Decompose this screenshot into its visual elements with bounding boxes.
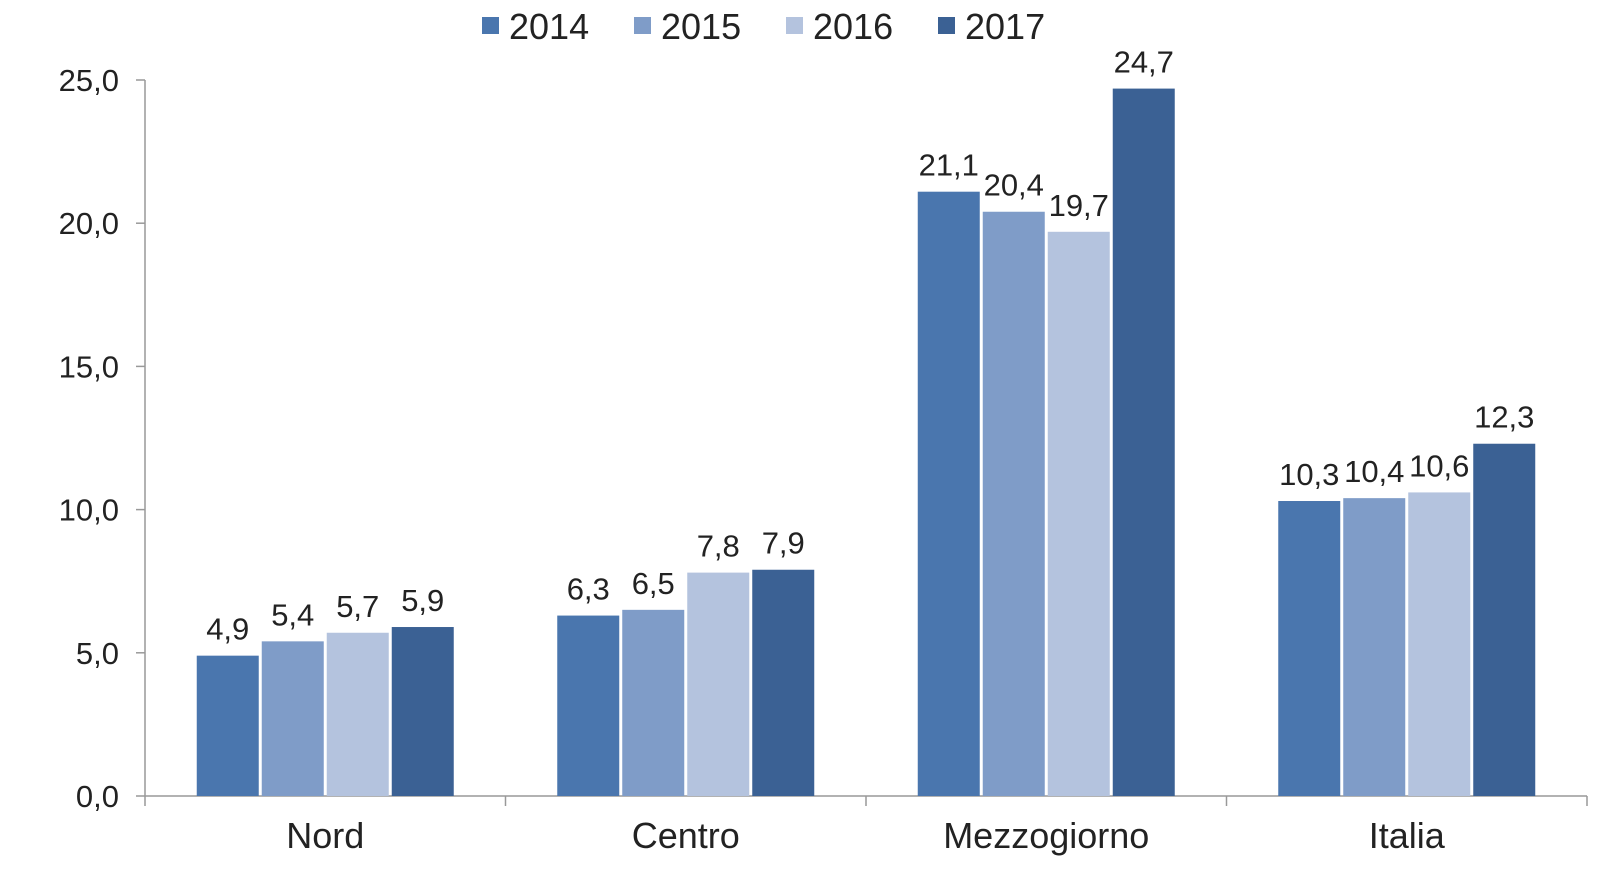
bar-2016 xyxy=(687,572,750,796)
data-label: 10,6 xyxy=(1409,448,1469,483)
bar-2015 xyxy=(261,641,324,796)
x-category-label: Nord xyxy=(286,815,364,856)
data-label: 21,1 xyxy=(919,148,979,183)
x-axis: Nord Centro Mezzogiorno Italia xyxy=(144,795,1588,856)
data-label: 5,7 xyxy=(336,589,379,624)
y-axis: 0,0 5,0 10,0 15,0 20,0 25,0 xyxy=(59,63,146,814)
bar-2016 xyxy=(1047,231,1110,797)
data-label: 6,5 xyxy=(632,566,675,601)
legend-swatch-2015 xyxy=(634,17,651,34)
data-label: 4,9 xyxy=(206,612,249,647)
data-label: 6,3 xyxy=(567,572,610,607)
bar-2015 xyxy=(982,211,1045,796)
data-label: 5,4 xyxy=(271,597,314,632)
data-label: 5,9 xyxy=(401,583,444,618)
bar-2014 xyxy=(557,615,620,796)
bar-2017 xyxy=(1473,443,1536,796)
bar-2014 xyxy=(1278,501,1341,796)
y-tick-label: 5,0 xyxy=(76,636,119,671)
y-tick-label: 25,0 xyxy=(59,63,119,98)
legend-label: 2016 xyxy=(813,6,893,47)
data-label: 20,4 xyxy=(984,168,1044,203)
x-category-label: Centro xyxy=(632,815,740,856)
x-category-label: Italia xyxy=(1369,815,1446,856)
data-label: 19,7 xyxy=(1049,188,1109,223)
y-tick-label: 15,0 xyxy=(59,349,119,384)
data-label: 12,3 xyxy=(1474,400,1534,435)
bar-2014 xyxy=(917,191,980,797)
bar-labels: 4,9 5,4 5,7 5,9 6,3 6,5 7,8 7,9 21,120,419,7 24,7… xyxy=(206,45,1534,647)
data-label: 7,9 xyxy=(762,526,805,561)
bars xyxy=(196,88,1536,797)
data-label: 7,8 xyxy=(697,529,740,564)
legend-label: 2015 xyxy=(661,6,741,47)
y-tick-label: 20,0 xyxy=(59,206,119,241)
legend-label: 2017 xyxy=(965,6,1045,47)
data-label: 10,3 xyxy=(1279,457,1339,492)
bar-2015 xyxy=(1343,498,1406,796)
x-category-label: Mezzogiorno xyxy=(943,815,1149,856)
legend-swatch-2016 xyxy=(786,17,803,34)
bar-2016 xyxy=(326,632,389,796)
y-tick-label: 0,0 xyxy=(76,779,119,814)
data-label: 10,4 xyxy=(1344,454,1404,489)
bar-2016 xyxy=(1408,492,1471,796)
y-tick-label: 10,0 xyxy=(59,493,119,528)
legend-swatch-2014 xyxy=(482,17,499,34)
legend-label: 2014 xyxy=(509,6,589,47)
bar-2015 xyxy=(622,609,685,796)
legend: 2014 2015 2016 2017 xyxy=(482,6,1045,47)
bar-2017 xyxy=(391,627,454,796)
bar-2014 xyxy=(196,655,259,796)
data-label: 24,7 xyxy=(1114,45,1174,80)
legend-swatch-2017 xyxy=(938,17,955,34)
bar-2017 xyxy=(752,569,815,796)
bar-2017 xyxy=(1112,88,1175,797)
